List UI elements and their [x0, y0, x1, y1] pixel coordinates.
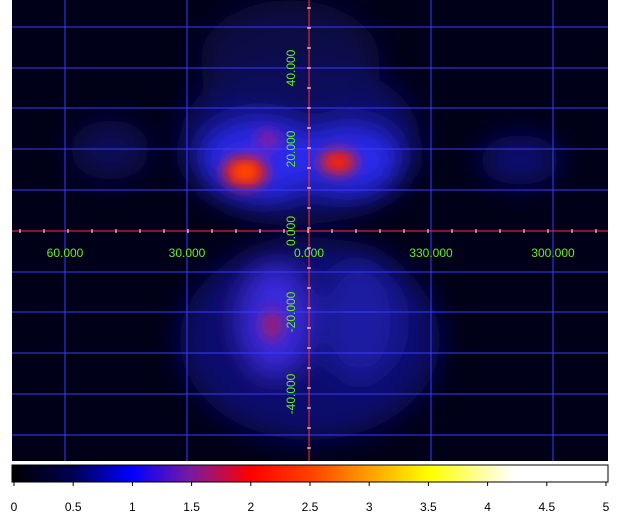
x-grid-label: 300.000 [531, 246, 575, 260]
page: 60.000 30.000 0.000 330.000 300.000 40.0… [0, 0, 623, 519]
y-grid-label: -20.000 [284, 291, 298, 332]
colorbar-tick-label: 2.5 [302, 500, 319, 514]
sky-image: 60.000 30.000 0.000 330.000 300.000 40.0… [12, 0, 608, 461]
colorbar-tick-label: 2 [247, 500, 254, 514]
colorbar-tick-label: 5 [603, 500, 610, 514]
viewer: 60.000 30.000 0.000 330.000 300.000 40.0… [0, 0, 623, 519]
colorbar-tick-label: 3.5 [420, 500, 437, 514]
y-grid-label: 0.000 [284, 216, 298, 246]
y-grid-label: 40.000 [284, 49, 298, 86]
colorbar-tick-label: 3 [366, 500, 373, 514]
y-grid-label: 20.000 [284, 130, 298, 167]
colorbar-tick-label: 4 [484, 500, 491, 514]
colorbar [12, 465, 608, 482]
y-grid-label: -40.000 [284, 373, 298, 414]
x-grid-label: 330.000 [409, 246, 453, 260]
colorbar-tick-label: 0 [11, 500, 18, 514]
colorbar-tick-label: 1 [129, 500, 136, 514]
colorbar-tick-label: 0.5 [65, 500, 82, 514]
colorbar-tick-label: 1.5 [183, 500, 200, 514]
colorbar-tick-label: 4.5 [538, 500, 555, 514]
x-grid-label: 30.000 [169, 246, 206, 260]
x-grid-label: 60.000 [47, 246, 84, 260]
